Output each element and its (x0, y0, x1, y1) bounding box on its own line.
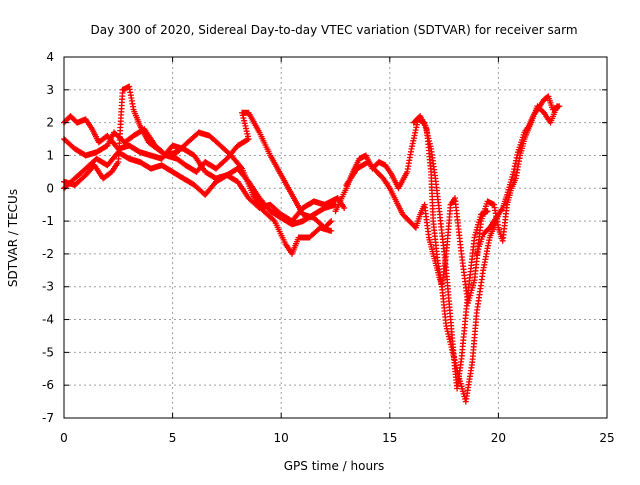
x-tick-label: 5 (169, 431, 177, 445)
x-tick-label: 15 (382, 431, 397, 445)
series-track-f (343, 159, 502, 405)
y-tick-label: -5 (42, 345, 54, 359)
y-tick-label: 0 (46, 181, 54, 195)
x-axis-label: GPS time / hours (284, 459, 385, 473)
data-point-markers (410, 103, 560, 307)
x-tick-label: 10 (274, 431, 289, 445)
series-track-b (61, 126, 335, 257)
y-tick-label: -4 (42, 313, 54, 327)
data-point-markers (473, 93, 563, 257)
y-tick-label: -2 (42, 247, 54, 261)
data-layer (61, 83, 563, 405)
y-tick-label: 3 (46, 83, 54, 97)
y-tick-label: -7 (42, 411, 54, 425)
y-tick-label: -1 (42, 214, 54, 228)
y-axis-label: SDTVAR / TECUs (6, 189, 20, 287)
y-tick-label: 2 (46, 116, 54, 130)
data-point-markers (343, 159, 502, 405)
chart-title: Day 300 of 2020, Sidereal Day-to-day VTE… (90, 23, 577, 37)
data-point-markers (332, 116, 491, 392)
x-tick-label: 0 (60, 431, 68, 445)
data-point-markers (61, 126, 335, 257)
y-tick-label: -3 (42, 280, 54, 294)
x-tick-label: 25 (599, 431, 614, 445)
y-tick-label: 4 (46, 50, 54, 64)
series-track-e (332, 116, 491, 392)
y-tick-label: -6 (42, 378, 54, 392)
y-tick-label: 1 (46, 148, 54, 162)
x-tick-label: 20 (491, 431, 506, 445)
plot-border (63, 56, 608, 419)
grid-layer (64, 57, 607, 418)
series-track-h (473, 93, 563, 257)
axis-layer: 0 5 10 15 20 25 -7 -6 -5 -4 -3 -2 -1 0 1 2 3 4 (42, 50, 615, 445)
series-track-g (410, 103, 560, 307)
